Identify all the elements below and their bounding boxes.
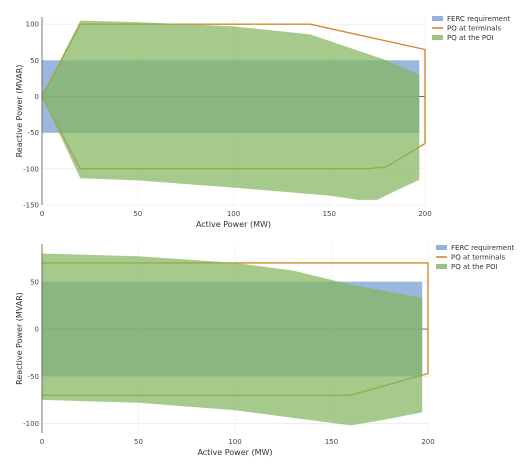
legend-label: PQ at terminals bbox=[451, 254, 505, 262]
legend-label: PQ at terminals bbox=[447, 25, 501, 33]
series-area-3 bbox=[42, 20, 420, 200]
y-tick-label: 100 bbox=[26, 21, 39, 29]
x-tick-label: 200 bbox=[421, 438, 434, 446]
x-tick-label: 200 bbox=[418, 210, 431, 218]
legend-label: PQ at the POI bbox=[451, 263, 498, 271]
x-axis-title: Active Power (MW) bbox=[196, 220, 271, 229]
y-tick-label: 50 bbox=[30, 278, 39, 286]
legend-label: PQ at the POI bbox=[447, 34, 494, 42]
y-axis-title: Reactive Power (MVAR) bbox=[15, 292, 24, 385]
x-axis-title: Active Power (MW) bbox=[197, 448, 272, 457]
y-tick-label: -150 bbox=[23, 202, 39, 210]
x-tick-label: 0 bbox=[40, 438, 44, 446]
x-tick-label: 150 bbox=[323, 210, 336, 218]
y-axis-title: Reactive Power (MVAR) bbox=[15, 65, 24, 158]
legend-swatch bbox=[432, 16, 443, 21]
y-tick-label: 50 bbox=[30, 57, 39, 65]
chart-2: 0 50 100 150 200 -100 -50 0 50 Active Power (MW) R… bbox=[15, 244, 515, 457]
x-tick-label: 100 bbox=[228, 438, 241, 446]
legend-swatch bbox=[436, 245, 447, 250]
y-tick-label: -100 bbox=[23, 420, 39, 428]
y-tick-label: -100 bbox=[23, 165, 39, 173]
x-tick-label: 0 bbox=[40, 210, 44, 218]
series-area-3 bbox=[42, 253, 423, 426]
x-tick-label: 50 bbox=[133, 210, 142, 218]
y-tick-label: 0 bbox=[35, 93, 39, 101]
legend-label: FERC requirement bbox=[447, 15, 511, 23]
y-tick-label: 0 bbox=[35, 326, 39, 334]
legend-swatch bbox=[436, 264, 447, 269]
legend-label: FERC requirement bbox=[451, 244, 515, 252]
x-tick-label: 100 bbox=[227, 210, 240, 218]
y-tick-label: -50 bbox=[28, 129, 39, 137]
x-tick-label: 50 bbox=[134, 438, 143, 446]
y-tick-label: -50 bbox=[28, 373, 39, 381]
chart-1: 0 50 100 150 200 -150 -100 -50 0 50 100 Active Powe… bbox=[15, 15, 511, 229]
x-tick-label: 150 bbox=[325, 438, 338, 446]
legend-swatch bbox=[432, 35, 443, 40]
